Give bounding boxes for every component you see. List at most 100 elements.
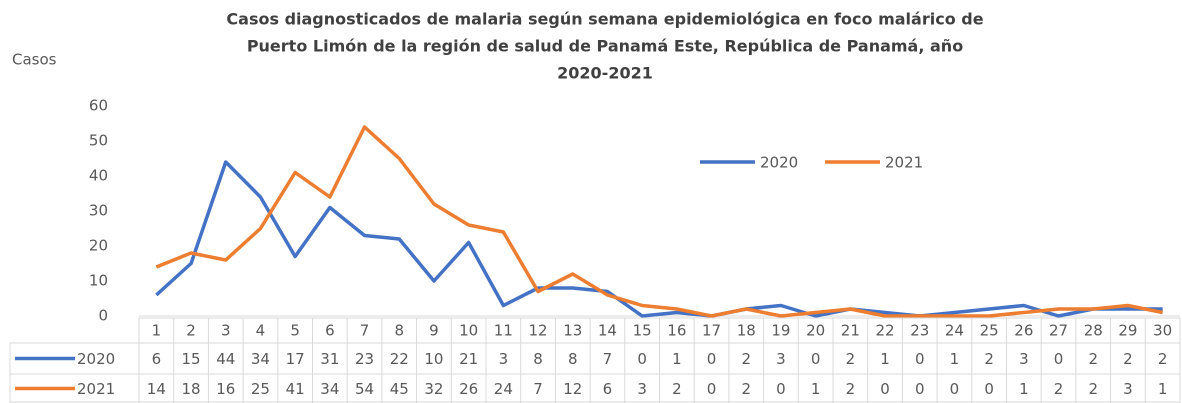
- table-value: 1: [880, 350, 890, 368]
- x-tick-label: 8: [394, 322, 404, 340]
- table-value: 8: [533, 350, 543, 368]
- table-value: 1: [1158, 380, 1168, 398]
- table-series-label: 2021: [77, 380, 115, 398]
- x-tick-label: 2: [186, 322, 196, 340]
- x-tick-label: 9: [429, 322, 439, 340]
- x-tick-label: 6: [325, 322, 335, 340]
- table-value: 0: [880, 380, 890, 398]
- table-value: 34: [251, 350, 270, 368]
- x-tick-label: 7: [360, 322, 370, 340]
- y-tick-label: 20: [89, 237, 108, 255]
- table-value: 16: [216, 380, 235, 398]
- y-axis-label: Casos: [12, 51, 57, 69]
- x-tick-label: 3: [221, 322, 231, 340]
- table-value: 3: [499, 350, 509, 368]
- table-value: 22: [390, 350, 409, 368]
- x-tick-label: 16: [667, 322, 686, 340]
- table-value: 44: [216, 350, 235, 368]
- x-tick-label: 15: [633, 322, 652, 340]
- x-tick-label: 28: [1084, 322, 1103, 340]
- y-tick-label: 0: [98, 307, 108, 325]
- table-value: 6: [152, 350, 162, 368]
- table-value: 24: [494, 380, 513, 398]
- table-value: 23: [355, 350, 374, 368]
- table-value: 3: [1123, 380, 1133, 398]
- table-value: 0: [707, 380, 717, 398]
- table-value: 0: [811, 350, 821, 368]
- table-value: 2: [1158, 350, 1168, 368]
- table-value: 15: [182, 350, 201, 368]
- x-tick-label: 11: [494, 322, 513, 340]
- x-tick-label: 18: [737, 322, 756, 340]
- table-value: 2: [846, 380, 856, 398]
- table-value: 7: [533, 380, 543, 398]
- table-value: 2: [1054, 380, 1064, 398]
- table-value: 31: [320, 350, 339, 368]
- x-tick-label: 25: [980, 322, 999, 340]
- table-value: 0: [915, 350, 925, 368]
- table-value: 2: [1088, 350, 1098, 368]
- x-tick-label: 23: [910, 322, 929, 340]
- x-tick-label: 19: [771, 322, 790, 340]
- table-value: 12: [563, 380, 582, 398]
- x-tick-label: 29: [1118, 322, 1137, 340]
- table-value: 2: [741, 380, 751, 398]
- table-value: 2: [846, 350, 856, 368]
- x-tick-label: 1: [152, 322, 162, 340]
- table-series-label: 2020: [77, 350, 115, 368]
- table-value: 3: [776, 350, 786, 368]
- x-tick-label: 13: [563, 322, 582, 340]
- x-tick-label: 14: [598, 322, 617, 340]
- table-value: 45: [390, 380, 409, 398]
- table-value: 2: [672, 380, 682, 398]
- table-value: 18: [182, 380, 201, 398]
- y-tick-label: 60: [89, 97, 108, 115]
- table-value: 1: [950, 350, 960, 368]
- x-tick-label: 21: [841, 322, 860, 340]
- x-tick-label: 17: [702, 322, 721, 340]
- line-series: [155, 160, 1163, 318]
- table-value: 41: [286, 380, 305, 398]
- table-value: 14: [147, 380, 166, 398]
- y-tick-label: 30: [89, 202, 108, 220]
- table-value: 25: [251, 380, 270, 398]
- table-value: 3: [637, 380, 647, 398]
- table-value: 1: [1019, 380, 1029, 398]
- table-value: 0: [637, 350, 647, 368]
- x-tick-label: 20: [806, 322, 825, 340]
- x-tick-label: 5: [290, 322, 300, 340]
- table-value: 2: [741, 350, 751, 368]
- line-series: [155, 125, 1163, 318]
- table-value: 0: [984, 380, 994, 398]
- x-tick-label: 12: [529, 322, 548, 340]
- y-tick-label: 40: [89, 167, 108, 185]
- table-value: 0: [950, 380, 960, 398]
- table-value: 21: [459, 350, 478, 368]
- table-value: 26: [459, 380, 478, 398]
- table-value: 34: [320, 380, 339, 398]
- x-tick-label: 24: [945, 322, 964, 340]
- chart-title: Casos diagnosticados de malaria según se…: [226, 10, 983, 29]
- table-value: 32: [424, 380, 443, 398]
- chart-title: 2020-2021: [557, 64, 653, 83]
- x-tick-label: 22: [876, 322, 895, 340]
- table-value: 10: [424, 350, 443, 368]
- table-value: 0: [707, 350, 717, 368]
- table-value: 0: [1054, 350, 1064, 368]
- table-value: 17: [286, 350, 305, 368]
- legend-label: 2021: [885, 154, 923, 172]
- table-value: 0: [915, 380, 925, 398]
- x-tick-label: 27: [1049, 322, 1068, 340]
- x-tick-label: 4: [256, 322, 266, 340]
- chart-title: Puerto Limón de la región de salud de Pa…: [247, 37, 963, 56]
- legend-label: 2020: [760, 154, 798, 172]
- y-tick-label: 10: [89, 272, 108, 290]
- x-tick-label: 30: [1153, 322, 1172, 340]
- table-value: 8: [568, 350, 578, 368]
- table-value: 1: [811, 380, 821, 398]
- table-value: 6: [603, 380, 613, 398]
- table-value: 2: [984, 350, 994, 368]
- y-tick-label: 50: [89, 132, 108, 150]
- x-tick-label: 10: [459, 322, 478, 340]
- table-value: 2: [1123, 350, 1133, 368]
